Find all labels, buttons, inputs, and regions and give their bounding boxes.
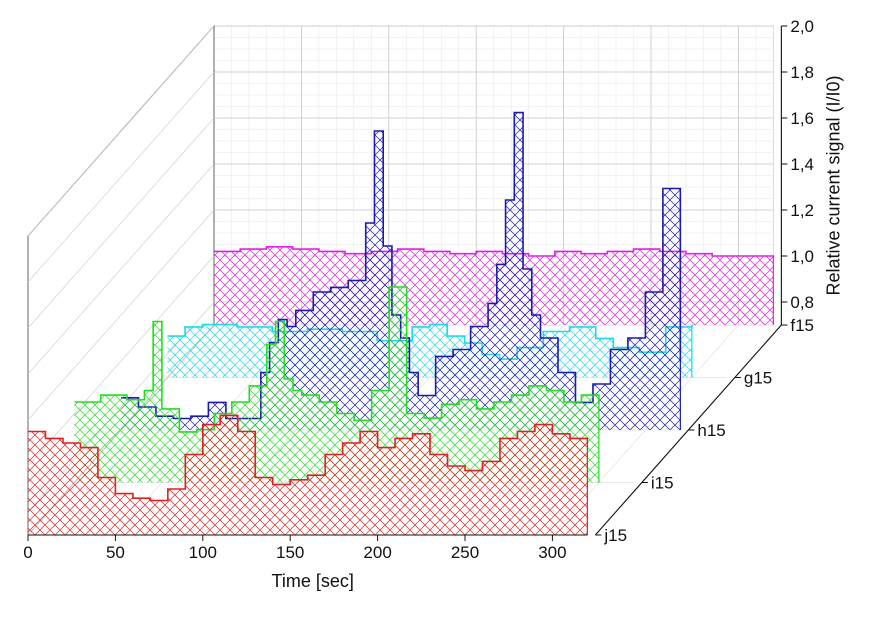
- x-tick-label: 50: [106, 543, 125, 562]
- y-tick-label: 0,8: [790, 293, 814, 312]
- depth-category-label: g15: [744, 369, 772, 388]
- x-tick-label: 100: [189, 543, 217, 562]
- y-tick-label: 1,0: [790, 247, 814, 266]
- axis-layer: 0 50 100 150 200 250 300 0,8 1,0 1,2 1,4 1,6 1,8 2,0 f…: [23, 17, 814, 562]
- y-tick-label: 1,8: [790, 63, 814, 82]
- y-tick-label: 1,2: [790, 201, 814, 220]
- depth-category-label: j15: [603, 526, 627, 545]
- depth-category-label: h15: [697, 421, 725, 440]
- y-tick-label: 2,0: [790, 17, 814, 36]
- x-axis-label: Time [sec]: [272, 571, 354, 591]
- series-layer: [28, 111, 775, 535]
- y-axis-label: Relative current signal (I/I0): [823, 75, 843, 295]
- line-j15: [28, 414, 589, 502]
- y-tick-label: 1,4: [790, 155, 814, 174]
- area-h15: [121, 112, 681, 430]
- y-tick-label: 1,6: [790, 109, 814, 128]
- depth-category-label: i15: [651, 474, 674, 493]
- x-tick-label: 250: [451, 543, 479, 562]
- series-j15: [28, 414, 589, 535]
- depth-category-label: f15: [790, 316, 814, 335]
- x-tick-label: 0: [23, 543, 32, 562]
- x-tick-label: 150: [276, 543, 304, 562]
- x-tick-label: 200: [363, 543, 391, 562]
- x-tick-label: 300: [538, 543, 566, 562]
- line-g15: [167, 323, 693, 360]
- line-i15: [74, 286, 600, 433]
